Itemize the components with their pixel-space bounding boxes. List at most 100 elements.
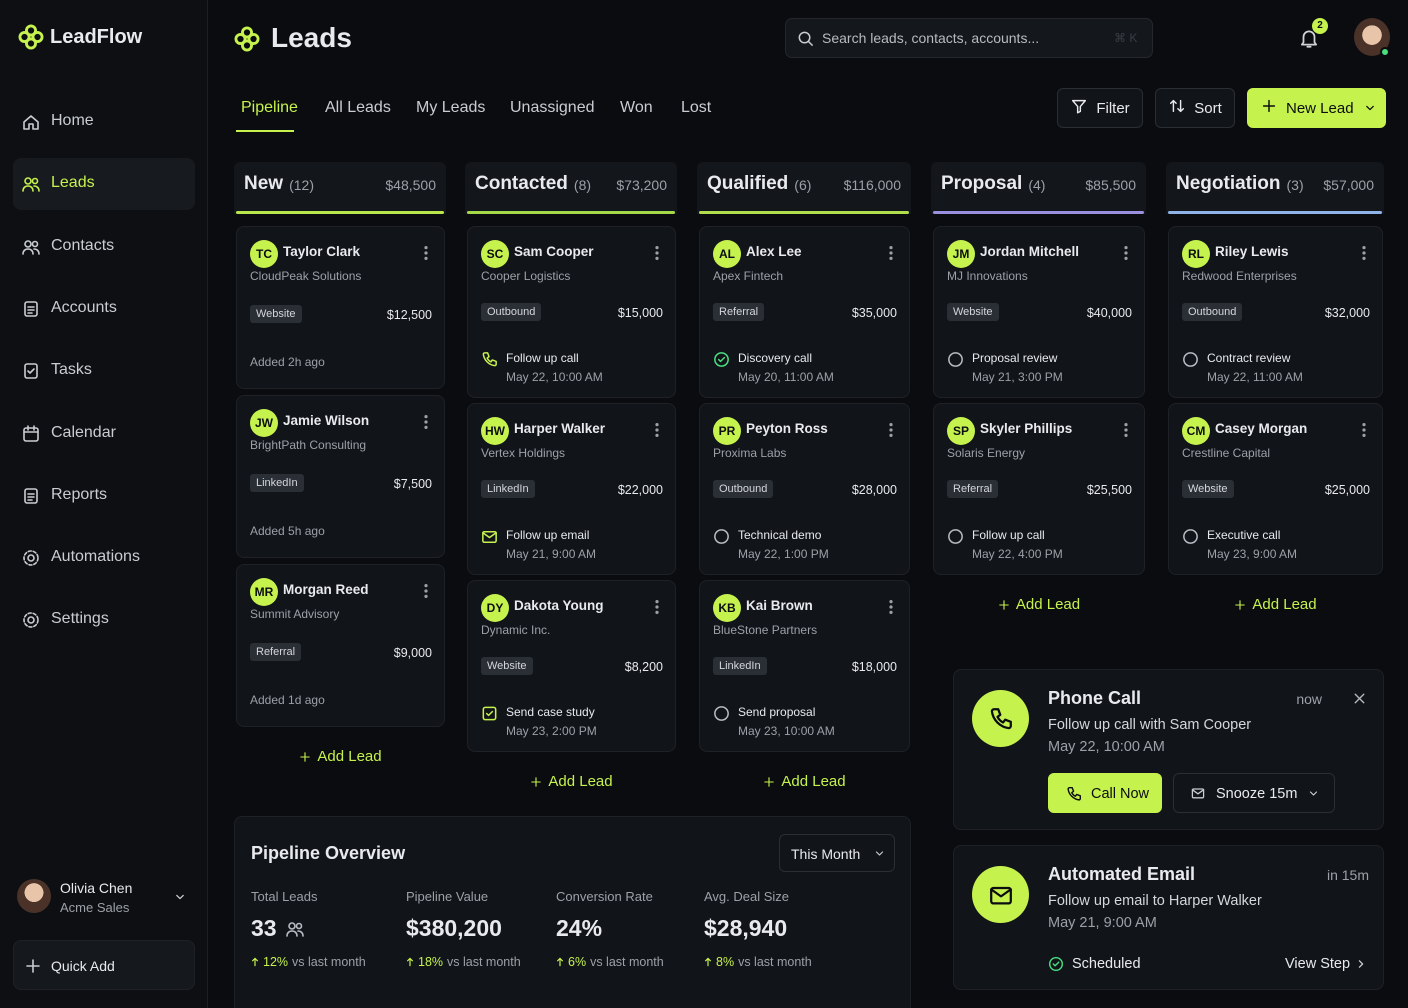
- column-count: (4): [1028, 177, 1046, 193]
- metric-note: vs last month: [590, 955, 664, 969]
- nav-item[interactable]: Calendar: [51, 423, 116, 441]
- lead-source: Outbound: [481, 303, 542, 321]
- icon-part: [27, 368, 35, 374]
- nav-item[interactable]: Accounts: [51, 298, 117, 316]
- tab[interactable]: Lost: [681, 99, 712, 116]
- lead-card[interactable]: KB Kai Brown BlueStone Partners LinkedIn $18…: [699, 580, 910, 752]
- icon[interactable]: [1351, 690, 1368, 707]
- add-lead[interactable]: Add Lead: [931, 596, 1146, 613]
- icon-part: [31, 31, 44, 43]
- nav-item[interactable]: Automations: [51, 548, 140, 566]
- icon-part: [247, 33, 260, 45]
- icon[interactable]: [1298, 27, 1320, 49]
- lead-card[interactable]: JW Jamie Wilson BrightPath Consulting Linke…: [236, 395, 445, 558]
- period-label: This Month: [791, 846, 861, 862]
- icon: [21, 610, 41, 630]
- icon-part: [1072, 99, 1087, 114]
- icon-part: [889, 605, 893, 609]
- icon-part: [948, 529, 963, 544]
- brand: LeadFlow: [50, 26, 143, 48]
- notification-time: in 15m: [1326, 867, 1369, 883]
- lead-card[interactable]: AL Alex Lee Apex Fintech Referral $35,000 Dis…: [699, 226, 910, 398]
- lead-card[interactable]: SC Sam Cooper Cooper Logistics Outbound $15,…: [467, 226, 676, 398]
- icon-part: [482, 530, 497, 543]
- icon-part: [714, 529, 729, 544]
- icon-part: [1262, 99, 1276, 113]
- icon-part: [31, 240, 39, 247]
- tab[interactable]: Won: [620, 99, 653, 116]
- sort-button[interactable]: Sort: [1155, 88, 1235, 128]
- tab[interactable]: Unassigned: [510, 99, 595, 116]
- icon: [1355, 421, 1373, 439]
- icon-part: [482, 352, 497, 367]
- tab[interactable]: Pipeline: [241, 99, 298, 116]
- lead-name: Sam Cooper: [514, 244, 594, 259]
- button-label: New Lead: [1286, 99, 1354, 117]
- view-step-link[interactable]: View Step: [1285, 956, 1351, 972]
- lead-card[interactable]: PR Peyton Ross Proxima Labs Outbound $28,000…: [699, 403, 910, 575]
- icon-part: [714, 706, 729, 721]
- nav-item[interactable]: Tasks: [51, 361, 92, 379]
- icon: [1181, 350, 1200, 369]
- lead-company: MJ Innovations: [947, 269, 1028, 283]
- icon-part: [1354, 693, 1365, 704]
- icon: [417, 413, 435, 431]
- lead-card[interactable]: TC Taylor Clark CloudPeak Solutions Website…: [236, 226, 445, 389]
- lead-card[interactable]: MR Morgan Reed Summit Advisory Referral $9,0…: [236, 564, 445, 727]
- icon-part: [999, 599, 1009, 610]
- icon-part: [655, 245, 659, 250]
- activity-time: May 23, 9:00 AM: [1207, 547, 1298, 561]
- user-name: Olivia Chen: [60, 880, 133, 896]
- icon: [796, 29, 815, 48]
- lead-card[interactable]: CM Casey Morgan Crestline Capital Website $2…: [1168, 403, 1383, 575]
- lead-card[interactable]: DY Dakota Young Dynamic Inc. Website $8,200 S…: [467, 580, 676, 752]
- search-placeholder: Search leads, contacts, accounts...: [822, 30, 1040, 46]
- icon: [712, 350, 731, 369]
- add-lead[interactable]: Add Lead: [1166, 596, 1384, 613]
- icon-part: [22, 239, 40, 255]
- lead-card[interactable]: SP Skyler Phillips Solaris Energy Referral $…: [933, 403, 1145, 575]
- metric-change: 8%: [716, 955, 735, 969]
- icon-part: [424, 425, 428, 430]
- icon-part: [1067, 786, 1082, 801]
- nav-item[interactable]: Reports: [51, 485, 108, 503]
- activity-title: Follow up call: [972, 528, 1045, 542]
- icon-part: [764, 776, 775, 787]
- quick-add[interactable]: Quick Add: [13, 940, 195, 990]
- lead-card[interactable]: JM Jordan Mitchell MJ Innovations Website $4…: [933, 226, 1145, 398]
- add-lead[interactable]: Add Lead: [697, 773, 911, 790]
- lead-company: Proxima Labs: [713, 446, 787, 460]
- period-select[interactable]: This Month: [779, 834, 895, 872]
- lead-card[interactable]: HW Harper Walker Vertex Holdings LinkedIn $2…: [467, 403, 676, 575]
- icon-part: [27, 616, 35, 625]
- new-lead-button[interactable]: New Lead: [1247, 88, 1386, 128]
- nav-item[interactable]: Leads: [51, 174, 95, 192]
- lead-name: Jordan Mitchell: [980, 244, 1080, 259]
- lead-card[interactable]: RL Riley Lewis Redwood Enterprises Outbound…: [1168, 226, 1383, 398]
- add-lead[interactable]: Add Lead: [465, 773, 677, 790]
- nav-item[interactable]: Contacts: [51, 236, 115, 254]
- tab[interactable]: My Leads: [416, 99, 486, 116]
- add-lead[interactable]: Add Lead: [234, 748, 446, 765]
- icon-part: [557, 957, 563, 967]
- nav-item[interactable]: Home: [51, 112, 94, 129]
- nav-item[interactable]: Settings: [51, 610, 109, 628]
- activity-title: Executive call: [1207, 528, 1281, 542]
- icon-part: [1362, 433, 1366, 438]
- icon-part: [948, 352, 963, 367]
- call-now-button[interactable]: Call Now: [1048, 773, 1162, 813]
- column-bar: [467, 211, 675, 214]
- column-count: (12): [289, 177, 314, 193]
- tab[interactable]: All Leads: [325, 99, 391, 116]
- filter-button[interactable]: Filter: [1057, 88, 1143, 128]
- icon-part: [23, 550, 39, 566]
- icon-part: [714, 529, 729, 544]
- icon-part: [424, 414, 428, 430]
- lead-name: Morgan Reed: [283, 582, 369, 597]
- metric-note: vs last month: [292, 955, 366, 969]
- icon-part: [286, 922, 304, 937]
- pipeline-overview: Pipeline Overview This Month Total Leads 33…: [234, 816, 911, 1008]
- notification-icon: [972, 866, 1029, 923]
- snooze-button[interactable]: Snooze 15m: [1173, 773, 1335, 813]
- search-box[interactable]: Search leads, contacts, accounts... ⌘ K: [785, 18, 1153, 58]
